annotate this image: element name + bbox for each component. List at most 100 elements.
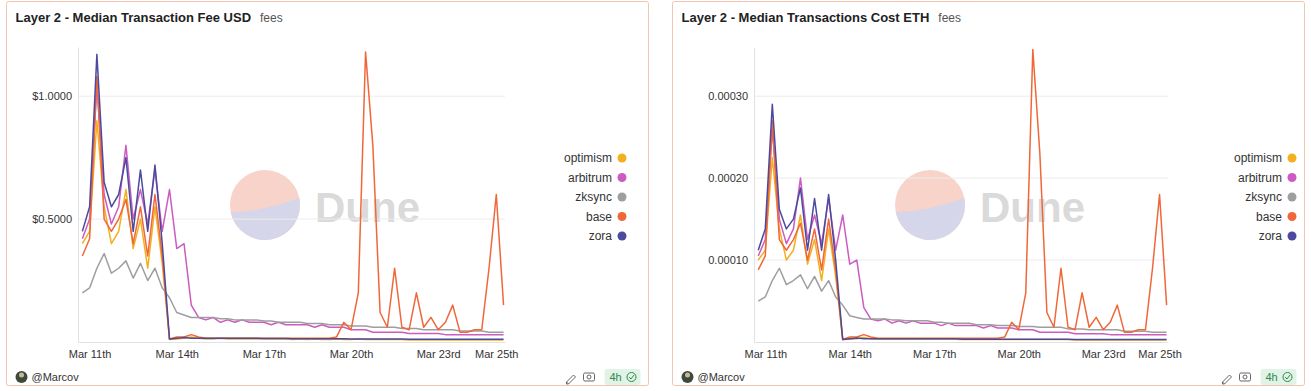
legend-swatch [1288, 212, 1297, 221]
x-tick: Mar 25th [1138, 342, 1181, 360]
footer: @Marcov4h [16, 369, 641, 385]
x-tick: Mar 17th [913, 342, 956, 360]
panel-frame [7, 2, 649, 386]
author-avatar [19, 373, 24, 378]
legend: optimism arbitrum zksync base zora [1234, 151, 1297, 243]
refresh-badge[interactable] [1261, 369, 1297, 385]
watermark-logo [895, 170, 965, 240]
legend-label: zksync [575, 190, 612, 204]
refresh-check [1285, 375, 1290, 379]
refresh-badge[interactable] [605, 369, 641, 385]
legend-label: base [586, 210, 612, 224]
plot-area [758, 49, 1166, 339]
camera-icon[interactable] [1240, 373, 1251, 381]
legend-item[interactable]: arbitrum [568, 171, 627, 185]
x-tick: Mar 20th [998, 342, 1041, 360]
chart-subtitle: fees [260, 11, 283, 25]
x-tick: Mar 23rd [1082, 342, 1126, 360]
legend-label: optimism [564, 151, 612, 165]
chart-panel: Layer 2 - Median Transactions Cost ETHfe… [673, 2, 1305, 386]
legend-label: zora [589, 229, 613, 243]
x-axis-line [755, 342, 1169, 343]
series-line [758, 158, 1166, 340]
legend-item[interactable]: optimism [564, 151, 627, 165]
series-line [82, 254, 503, 333]
watermark-text: Dune [980, 184, 1085, 231]
author-name[interactable]: @Marcov [32, 371, 80, 383]
x-tick-label: Mar 14th [829, 348, 872, 360]
y-tick-label: $0.5000 [32, 213, 72, 225]
legend-item[interactable]: zksync [575, 190, 626, 204]
y-tick-label: 0.00010 [708, 254, 748, 266]
y-axis: $0.5000$1.0000 [32, 48, 78, 343]
camera-icon[interactable] [584, 373, 595, 381]
camera-icon[interactable] [587, 375, 591, 379]
legend: optimism arbitrum zksync base zora [564, 151, 627, 243]
x-tick: Mar 11th [69, 342, 112, 360]
legend-swatch [1288, 193, 1297, 202]
x-tick-label: Mar 11th [69, 348, 112, 360]
refresh-text: 4h [1266, 371, 1278, 383]
legend-item[interactable]: base [586, 210, 627, 224]
chart-panel: Layer 2 - Median Transaction Fee USD fees… [7, 2, 649, 386]
author-avatar [685, 373, 690, 378]
legend-label: base [1256, 210, 1282, 224]
legend-item[interactable]: zora [589, 229, 627, 243]
legend-label: zora [1259, 229, 1283, 243]
edit-icon[interactable] [567, 375, 576, 384]
chart-title: Layer 2 - Median Transaction Fee USD [16, 10, 252, 25]
legend-item[interactable]: optimism [1234, 151, 1297, 165]
y-axis-line [78, 48, 79, 343]
legend-label: zksync [1245, 190, 1282, 204]
x-axis-line [79, 342, 506, 343]
watermark-text: Dune [315, 184, 420, 231]
x-tick: Mar 20th [330, 342, 373, 360]
series-line [82, 52, 503, 339]
refresh-check [1283, 373, 1292, 382]
legend-item[interactable]: zora [1259, 229, 1297, 243]
legend-item[interactable]: arbitrum [1238, 171, 1297, 185]
legend-item[interactable]: zksync [1245, 190, 1296, 204]
legend-swatch [618, 173, 627, 182]
x-tick-label: Mar 20th [330, 348, 373, 360]
series-line [758, 268, 1166, 332]
camera-icon[interactable] [1243, 375, 1247, 379]
legend-swatch [618, 154, 627, 163]
author-name[interactable]: @Marcov [698, 371, 746, 383]
edit-icon[interactable] [1223, 375, 1232, 384]
legend-swatch [1288, 232, 1297, 241]
series-line [82, 121, 503, 340]
legend-swatch [618, 232, 627, 241]
refresh-check [627, 373, 636, 382]
grid-line [754, 260, 1168, 261]
author-avatar [682, 371, 694, 383]
legend-label: arbitrum [1238, 171, 1282, 185]
x-tick-label: Mar 11th [744, 348, 787, 360]
legend-swatch [618, 212, 627, 221]
watermark-logo [896, 198, 965, 240]
x-axis: Mar 11thMar 14thMar 17thMar 20thMar 23rd… [69, 342, 519, 360]
x-tick: Mar 14th [156, 342, 199, 360]
grid-line [78, 96, 505, 97]
x-tick-label: Mar 14th [156, 348, 199, 360]
legend-label: optimism [1234, 151, 1282, 165]
y-tick: 0.00020 [708, 172, 754, 184]
refresh-check [629, 375, 634, 379]
x-tick-label: Mar 17th [913, 348, 956, 360]
grid-line [754, 178, 1168, 179]
panel-frame [673, 2, 1305, 386]
x-tick: Mar 14th [829, 342, 872, 360]
chart-page: Layer 2 - Median Transaction Fee USD fees… [0, 0, 1311, 391]
author-avatar [16, 371, 28, 383]
x-tick-label: Mar 20th [998, 348, 1041, 360]
watermark: Dune [895, 170, 1085, 240]
watermark: Dune [230, 170, 420, 240]
footer: @Marcov 4h [682, 369, 1297, 385]
x-tick-label: Mar 17th [243, 348, 286, 360]
legend-item[interactable]: base [1256, 210, 1297, 224]
y-axis-line [754, 48, 755, 343]
x-tick: Mar 17th [243, 342, 286, 360]
x-tick-label: Mar 23rd [1082, 348, 1126, 360]
chart-subtitle: fees [938, 11, 961, 25]
x-tick: Mar 25th [475, 342, 518, 360]
